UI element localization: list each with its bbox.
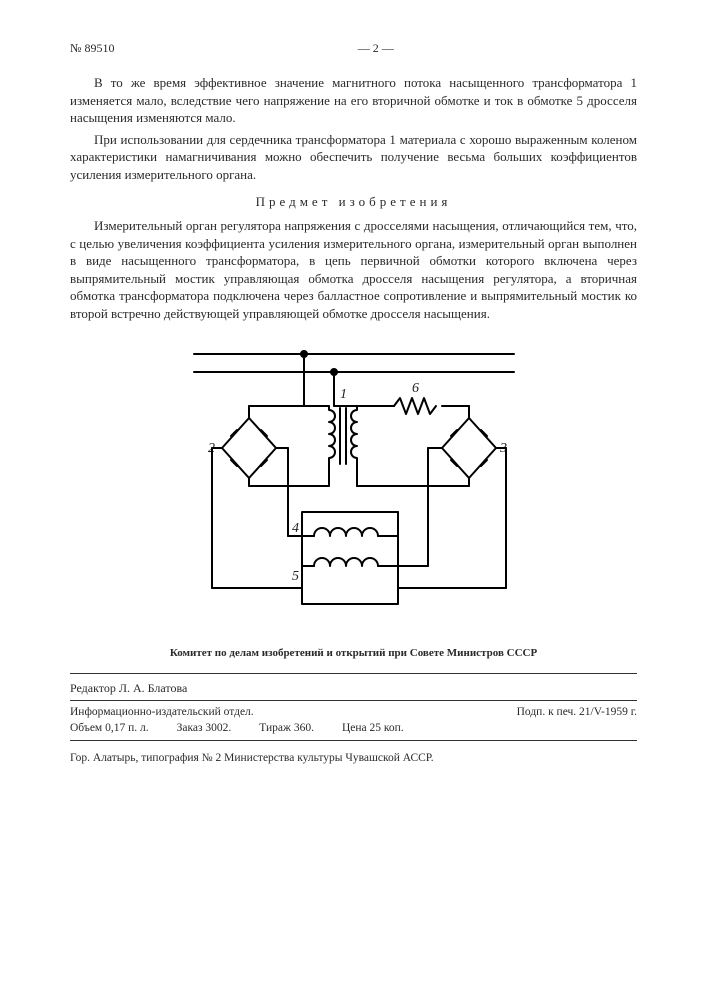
header-row: № 89510 — 2 —	[70, 40, 637, 56]
svg-text:4: 4	[292, 521, 299, 536]
footer-row-1: Информационно-издательский отдел. Подп. …	[70, 705, 637, 721]
claim-paragraph: Измерительный орган регулятора напряжени…	[70, 217, 637, 322]
printer-line: Гор. Алатырь, типография № 2 Министерств…	[70, 751, 637, 767]
section-title: Предмет изобретения	[70, 193, 637, 211]
paragraph-1: В то же время эффективное значение магни…	[70, 74, 637, 127]
circuit-svg: 1 6 3	[184, 336, 524, 636]
svg-text:5: 5	[292, 569, 299, 584]
circuit-diagram: 1 6 3	[70, 336, 637, 636]
page-indicator: — 2 —	[358, 40, 394, 56]
paragraph-2: При использовании для сердечника трансфо…	[70, 131, 637, 184]
footer-price: Цена 25 коп.	[342, 721, 404, 737]
footer-circulation: Тираж 360.	[259, 721, 314, 737]
page: № 89510 — 2 — В то же время эффективное …	[0, 0, 707, 1000]
footer-row-2: Объем 0,17 п. л. Заказ 3002. Тираж 360. …	[70, 721, 637, 737]
svg-text:1: 1	[340, 387, 347, 402]
footer-order: Заказ 3002.	[177, 721, 232, 737]
divider-3	[70, 740, 637, 741]
doc-number: № 89510	[70, 40, 114, 56]
editor-line: Редактор Л. А. Блатова	[70, 680, 637, 696]
footer-left-1: Информационно-издательский отдел.	[70, 705, 254, 721]
divider-1	[70, 673, 637, 674]
committee-caption: Комитет по делам изобретений и открытий …	[70, 646, 637, 661]
footer-volume: Объем 0,17 п. л.	[70, 721, 149, 737]
divider-2	[70, 700, 637, 701]
svg-text:6: 6	[412, 381, 419, 396]
footer-right-1: Подп. к печ. 21/V-1959 г.	[517, 705, 637, 721]
